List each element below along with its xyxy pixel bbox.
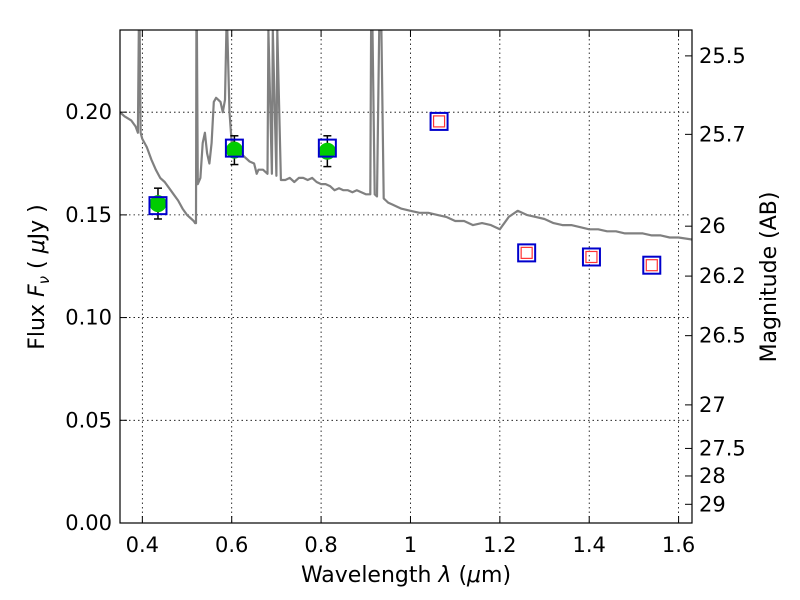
y-tick-label-4: 0.20 [65,100,112,124]
x-axis-label: Wavelength λ (μm) [301,563,511,588]
model-square-5 [581,247,601,267]
y-tick-label-1: 0.05 [65,408,112,432]
model-square-6 [642,255,662,275]
y2-tick-label-6: 27.5 [699,436,746,460]
x-tick-label-2: 0.8 [304,533,337,557]
y2-tick-label-8: 29 [699,492,726,516]
y2-axis-label: Magnitude (AB) [757,192,782,363]
sed-model-line [120,30,692,241]
x-tick-label-1: 0.6 [215,533,248,557]
y2-tick-label-7: 28 [699,464,726,488]
sed-model-layer [120,30,692,241]
axis-ticks [120,30,692,524]
model-square-3 [429,111,449,131]
axis-tick-labels: 0.4 0.6 0.8 1 1.2 1.4 1.6 0.00 0.05 0.10 0.15 0.20 2… [65,44,746,557]
x-tick-label-3: 1 [404,533,417,557]
x-tick-label-5: 1.4 [573,533,606,557]
limit-square-0 [432,115,446,128]
y2-tick-label-5: 27 [699,393,726,417]
x-tick-label-0: 0.4 [126,533,159,557]
limit-square-2 [585,250,598,264]
limit-square-1 [520,246,533,259]
model-square-4 [517,243,537,263]
y-tick-label-0: 0.00 [65,511,112,535]
y2-tick-label-4: 26.5 [699,324,746,348]
x-tick-label-4: 1.2 [483,533,516,557]
photometry-layer [148,111,662,275]
y-tick-label-3: 0.15 [65,203,112,227]
model-square-1 [224,138,244,158]
model-square-0 [148,196,168,216]
y2-tick-label-3: 26.2 [699,264,746,288]
y2-tick-label-1: 25.7 [699,122,746,146]
model-square-2 [317,138,337,158]
y2-tick-label-0: 25.5 [699,44,746,68]
y2-tick-label-2: 26 [699,214,726,238]
x-tick-label-6: 1.6 [662,533,695,557]
y-tick-label-2: 0.10 [65,306,112,330]
limit-square-3 [645,259,658,272]
y-axis-label: Flux Fν ( μJy ) [25,204,53,349]
